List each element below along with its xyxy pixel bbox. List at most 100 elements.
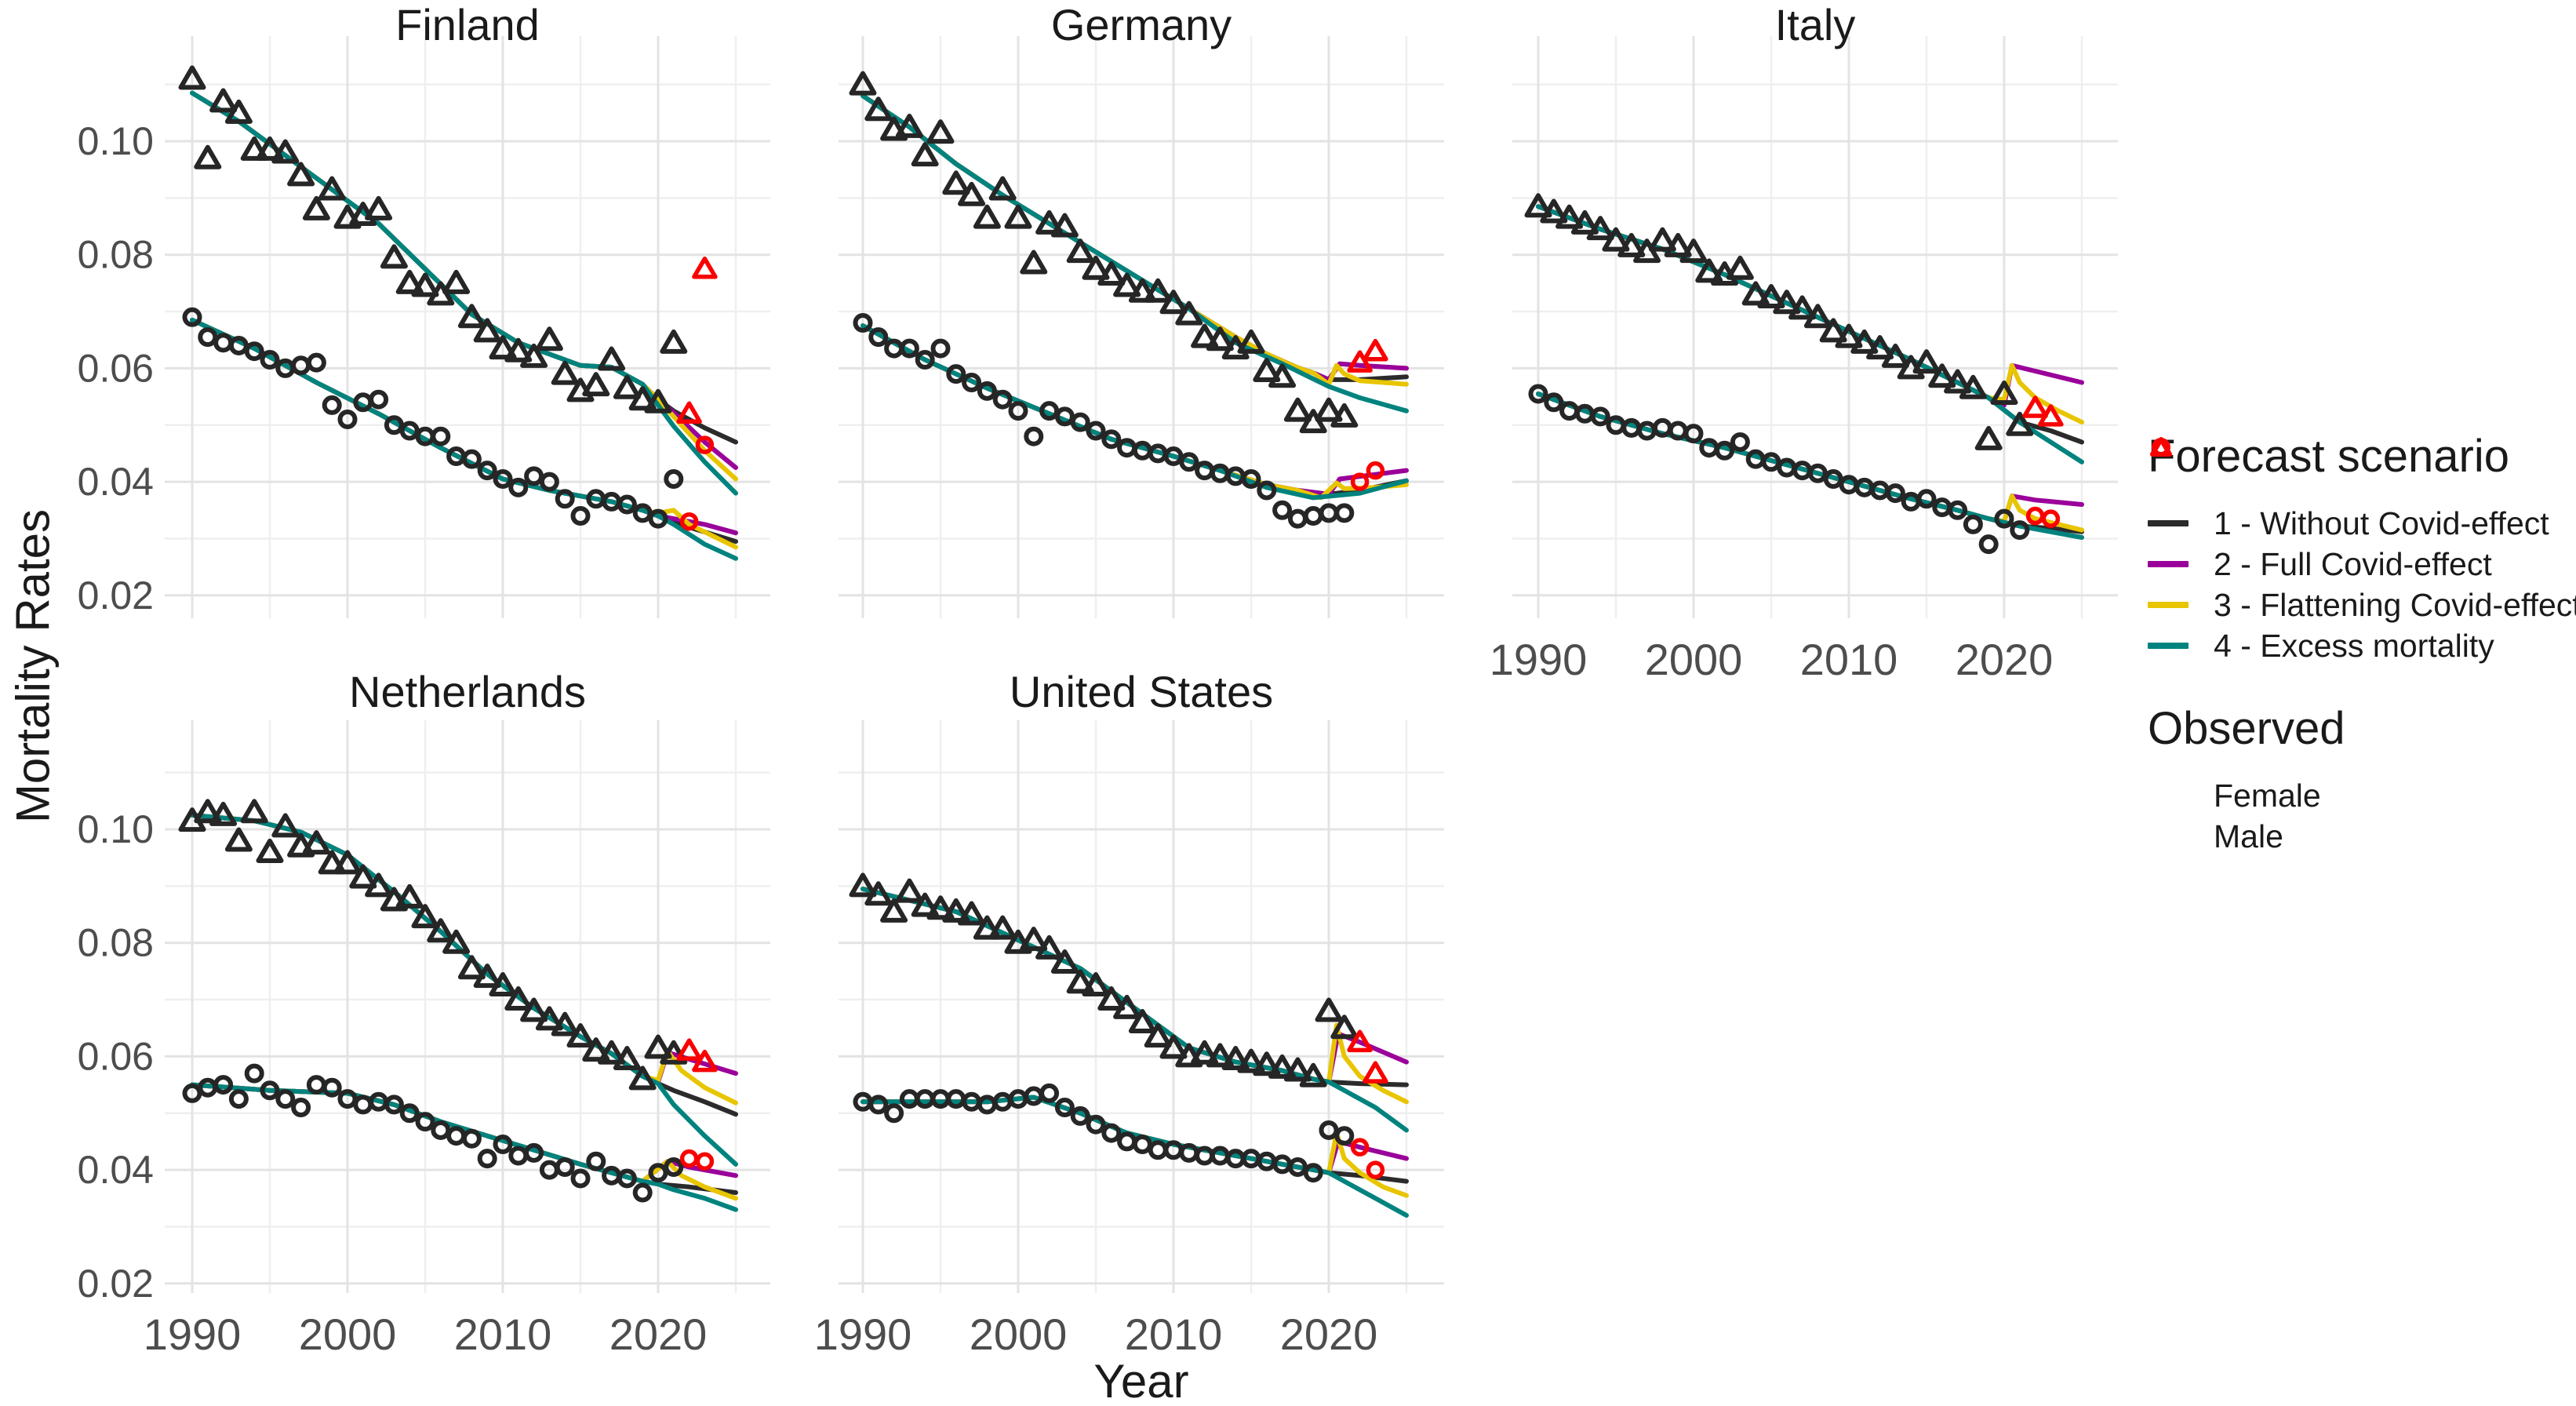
observed-male-point (1004, 204, 1032, 229)
observed-female-point (570, 506, 591, 526)
observed-male-point (1881, 343, 1909, 368)
observed-male-point (895, 113, 923, 138)
observed-female-red-point (695, 1152, 715, 1171)
x-tick-label: 2020 (609, 1309, 708, 1359)
observed-male-point (644, 388, 672, 413)
observed-female-point (260, 350, 280, 370)
observed-female-point (1195, 461, 1215, 481)
observed-male-point (551, 360, 579, 385)
observed-female-point (1132, 440, 1152, 461)
y-tick-label: 0.02 (78, 574, 154, 617)
observed-female-point (1163, 446, 1184, 467)
observed-male-point (1850, 329, 1879, 354)
observed-female-point (1008, 401, 1028, 421)
observed-male-point (1773, 290, 1801, 315)
observed-male-point (333, 850, 362, 875)
observed-male-point (1912, 349, 1941, 374)
observed-female-point (930, 338, 951, 359)
observed-male-point (1959, 374, 1987, 399)
observed-male-red-point (1347, 1029, 1373, 1053)
observed-male-point (1050, 949, 1079, 974)
observed-female-point (524, 466, 544, 486)
observed-male-point (880, 898, 908, 923)
scenario4-line-key-icon (2148, 643, 2189, 649)
observed-male-point (302, 830, 330, 855)
observed-male-point (988, 915, 1017, 940)
forecast-line-germany-female-s3 (860, 323, 1409, 501)
observed-male-point (1586, 216, 1614, 241)
observed-female-point (664, 468, 684, 489)
observed-male-point (489, 971, 517, 996)
observed-male-point (864, 881, 893, 906)
facet-title-netherlands: Netherlands (349, 667, 586, 716)
observed-female-point (853, 313, 873, 333)
observed-female-point (461, 449, 482, 469)
observed-female-point (555, 489, 575, 509)
observed-male-point (318, 850, 346, 875)
observed-male-point (566, 1023, 595, 1048)
legend-observed-male-label: Male (2214, 818, 2283, 854)
observed-female-point (198, 327, 218, 348)
observed-female-point (1699, 438, 1719, 458)
observed-male-point (1315, 997, 1343, 1022)
observed-female-point (1948, 500, 1968, 520)
observed-male-point (380, 244, 408, 269)
legend-scenario-2-label: 2 - Full Covid-effect (2214, 545, 2492, 582)
observed-female-point (477, 1149, 497, 1169)
observed-female-point (1334, 503, 1355, 523)
observed-female-point (1994, 508, 2014, 529)
observed-male-point (365, 195, 393, 220)
observed-male-point (457, 955, 486, 980)
observed-female-point (992, 389, 1013, 410)
observed-male-point (520, 343, 548, 368)
observed-male-point (1020, 927, 1048, 952)
observed-male-point (1050, 213, 1079, 238)
observed-male-point (1020, 250, 1048, 275)
observed-female-point (1287, 508, 1308, 529)
observed-female-point (586, 1151, 606, 1171)
x-tick-label: 2020 (1280, 1309, 1378, 1359)
observed-female-point (182, 307, 202, 327)
y-axis-title: Mortality Rates (6, 508, 60, 824)
observed-female-point (291, 1098, 311, 1118)
observed-female-point (322, 1077, 342, 1098)
observed-male-point (1570, 209, 1599, 235)
observed-female-point (1745, 449, 1766, 469)
y-tick-label: 0.10 (78, 807, 154, 851)
observed-male-point (194, 144, 222, 169)
observed-female-point (1195, 1146, 1215, 1166)
observed-female-point (977, 1095, 997, 1115)
forecast-line-netherlands-male-s3 (190, 812, 738, 1105)
observed-male-point (349, 864, 377, 889)
observed-male-point (849, 71, 877, 96)
observed-male-point (1237, 1048, 1265, 1073)
observed-female-point (1978, 534, 1999, 555)
observed-male-point (240, 799, 268, 824)
observed-female-red-point (1366, 461, 1385, 480)
observed-female-red-point (679, 1149, 699, 1168)
observed-male-point (1268, 1054, 1297, 1079)
observed-female-point (632, 1182, 653, 1203)
observed-male-point (1803, 304, 1832, 329)
observed-male-point (1206, 1043, 1234, 1068)
observed-female-point (1241, 468, 1261, 489)
observed-female-point (306, 352, 326, 373)
observed-female-point (182, 1083, 202, 1103)
observed-male-point (1695, 258, 1723, 283)
observed-male-point (442, 929, 471, 954)
y-tick-label: 0.06 (78, 346, 154, 390)
observed-female-point (1901, 491, 1921, 512)
observed-female-point (946, 1089, 966, 1109)
y-tick-label: 0.06 (78, 1034, 154, 1078)
observed-female-point (1210, 463, 1230, 483)
observed-male-point (427, 918, 455, 943)
x-tick-label: 2020 (1956, 635, 2054, 684)
observed-male-point (598, 1040, 626, 1065)
observed-female-point (1590, 406, 1610, 427)
observed-male-point (1866, 335, 1894, 360)
observed-male-point (520, 997, 548, 1022)
observed-male-point (365, 872, 393, 898)
observed-female-point (399, 421, 420, 441)
observed-male-point (613, 374, 641, 399)
